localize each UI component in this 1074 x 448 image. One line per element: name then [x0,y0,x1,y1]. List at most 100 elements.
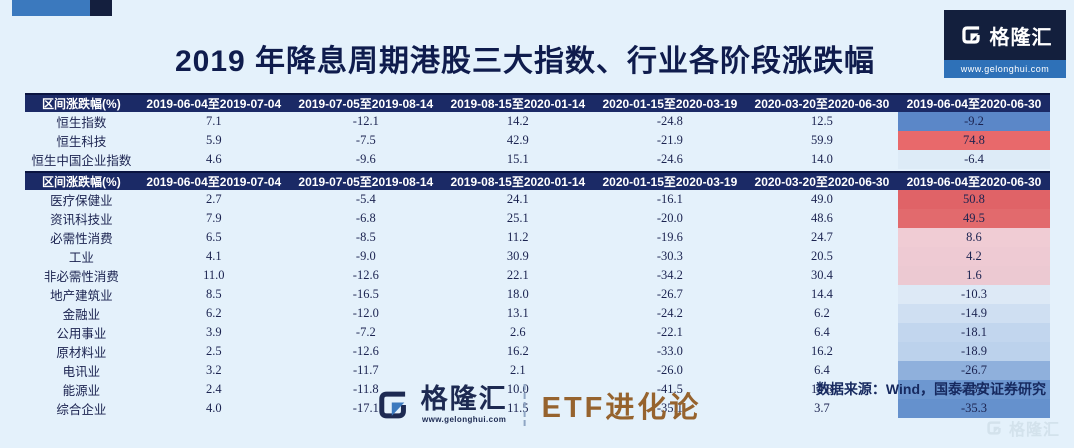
cell-value: -9.6 [355,152,376,166]
footer-channel-name: ETF进化论 [541,392,702,424]
cell-value: 6.4 [814,363,830,377]
cell-value: -6.4 [897,150,1050,169]
table-row: 资讯科技业 7.9 -6.8 25.1 -20.0 48.6 49.5 [25,209,1050,228]
cell-value: 14.0 [810,152,833,166]
table-row: 能源业 2.4 -11.8 10.0 -41.5 14.8 -33.3 [25,380,1050,399]
cell-value: 8.5 [205,287,222,301]
period-column-header: 2019-06-04至2019-07-04 [137,93,290,112]
period-column-header: 2019-08-15至2020-01-14 [441,171,594,190]
cell-value: 3.2 [205,363,222,377]
footer-divider [523,384,526,426]
cell-value: 49.5 [897,209,1050,228]
row-label: 原材料业 [56,346,107,360]
cell-value: 8.6 [897,228,1050,247]
cell-value: -20.0 [656,211,683,225]
cell-value: 4.6 [205,152,222,166]
cell-value: 11.5 [507,401,529,415]
cell-value: 25.1 [506,211,529,225]
brand-url: www.gelonghui.com [944,60,1066,78]
brand-badge-top: 格隆汇 [944,10,1066,60]
row-label: 电讯业 [62,365,101,379]
row-label: 公用事业 [56,327,107,341]
table-row: 公用事业 3.9 -7.2 2.6 -22.1 6.4 -18.1 [25,323,1050,342]
brand-name: 格隆汇 [989,26,1053,49]
row-label: 综合企业 [56,403,107,417]
cell-value: -34.2 [656,268,683,282]
data-source-note: 数据来源：Wind，国泰君安证券研究 [815,381,1046,397]
table-row: 金融业 6.2 -12.0 13.1 -24.2 6.2 -14.9 [25,304,1050,323]
period-column-header: 2019-06-04至2019-07-04 [137,171,290,190]
row-header-column: 区间涨跌幅(%) [25,171,138,190]
cell-value: -19.6 [656,230,683,244]
cell-value: 1.6 [897,266,1050,285]
period-column-header: 2019-07-05至2019-08-14 [289,171,442,190]
watermark-text: 格隆汇 [1008,422,1060,439]
cell-value: 12.5 [810,114,833,128]
cell-value: -21.9 [656,133,683,147]
period-column-header: 2019-06-04至2020-06-30 [897,171,1050,190]
data-tables: 区间涨跌幅(%) 2019-06-04至2019-07-04 2019-07-05至… [25,93,1050,420]
cell-value: 11.2 [507,230,529,244]
cell-value: -10.3 [897,285,1050,304]
cell-value: 2.7 [205,192,222,206]
cell-value: 7.1 [205,114,222,128]
cell-value: 24.1 [506,192,529,206]
cell-value: 18.0 [506,287,529,301]
cell-value: 11.0 [203,268,225,282]
row-label: 恒生指数 [56,116,107,130]
cell-value: -33.3 [897,380,1050,399]
cell-value: -22.1 [656,325,683,339]
table-row: 原材料业 2.5 -12.6 16.2 -33.0 16.2 -18.9 [25,342,1050,361]
cell-value: -41.5 [656,382,683,396]
cell-value: 6.2 [814,306,830,320]
cell-value: 6.2 [205,306,222,320]
row-label: 资讯科技业 [50,213,113,227]
cell-value: -9.0 [355,249,376,263]
cell-value: -11.7 [353,363,379,377]
row-label: 医疗保健业 [50,194,113,208]
gelonghui-g-icon [987,421,1001,435]
cell-value: 49.0 [810,192,833,206]
cell-value: 2.4 [205,382,222,396]
period-column-header: 2020-01-15至2020-03-19 [593,171,746,190]
footer-brand-name: 格隆汇 [420,384,508,414]
page-title: 2019 年降息周期港股三大指数、行业各阶段涨跌幅 [174,45,876,78]
table-row: 恒生指数 7.1 -12.1 14.2 -24.8 12.5 -9.2 [25,112,1050,131]
row-label: 非必需性消费 [43,270,119,284]
cell-value: -12.0 [352,306,379,320]
period-column-header: 2020-03-20至2020-06-30 [745,93,898,112]
cell-value: 3.9 [205,325,222,339]
cell-value: -30.3 [656,249,683,263]
row-label: 工业 [68,251,94,265]
cell-value: 50.8 [897,190,1050,209]
cell-value: 16.2 [506,344,529,358]
sectors-table: 区间涨跌幅(%) 2019-06-04至2019-07-04 2019-07-05至… [25,171,1050,418]
cell-value: -16.1 [656,192,683,206]
row-label: 能源业 [62,384,101,398]
cell-value: -16.5 [352,287,379,301]
cell-value: 3.7 [814,401,830,415]
table-row: 恒生科技 5.9 -7.5 42.9 -21.9 59.9 74.8 [25,131,1050,150]
table-row: 综合企业 4.0 -17.1 11.5 -35.1 3.7 -35.3 [25,399,1050,418]
cell-value: 30.4 [810,268,833,282]
cell-value: -35.1 [656,401,683,415]
cell-value: -12.1 [352,114,379,128]
cell-value: -35.3 [897,399,1050,418]
cell-value: 4.2 [897,247,1050,266]
cell-value: 6.4 [814,325,830,339]
cell-value: 6.5 [205,230,222,244]
footer-brand-lockup: 格隆汇 www.gelonghui.com ETF进化论 [373,384,702,426]
cell-value: -26.0 [656,363,683,377]
cell-value: -17.1 [352,401,379,415]
cell-value: 4.0 [205,401,222,415]
cell-value: 20.5 [810,249,833,263]
cell-value: 74.8 [897,131,1050,150]
watermark: 格隆汇 [984,416,1060,440]
cell-value: -12.6 [352,344,379,358]
cell-value: -26.7 [897,361,1050,380]
cell-value: 14.8 [810,382,833,396]
row-label: 必需性消费 [50,232,113,246]
gelonghui-g-icon [379,391,406,419]
decoration-navy-square [90,0,112,16]
cell-value: -5.4 [355,192,376,206]
